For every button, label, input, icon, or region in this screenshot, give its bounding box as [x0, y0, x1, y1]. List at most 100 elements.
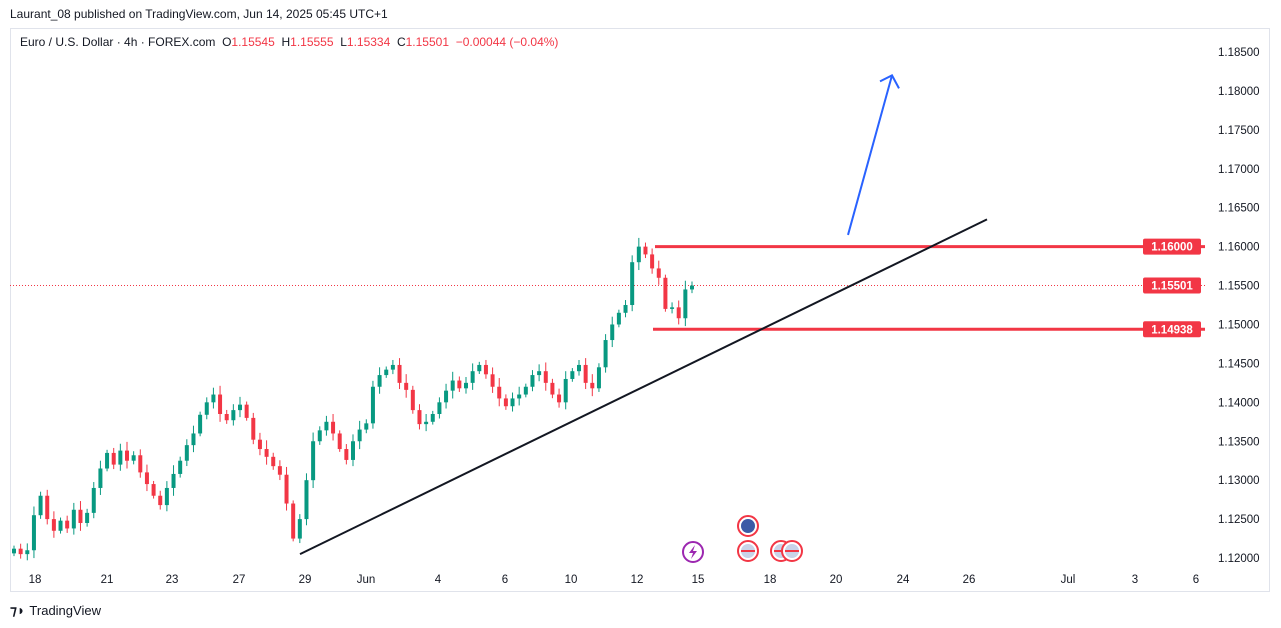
tradingview-logo[interactable]: ⁊◗ TradingView: [10, 602, 101, 619]
candle-body: [570, 371, 575, 379]
candle: [616, 309, 621, 328]
eu-event-icon[interactable]: [737, 515, 759, 537]
y-tick-label: 1.13000: [1218, 475, 1260, 487]
candle-body: [78, 509, 83, 523]
candle-body: [284, 474, 289, 504]
candle: [257, 432, 262, 456]
candle: [125, 441, 129, 469]
x-tick-label: 20: [830, 574, 843, 586]
last-price-label-text: 1.15501: [1151, 280, 1193, 292]
low-value: 1.15334: [346, 35, 391, 49]
candle-body: [191, 433, 196, 446]
candle: [630, 255, 635, 312]
candle: [271, 452, 276, 470]
candle: [577, 359, 581, 376]
candle: [331, 414, 336, 441]
y-tick-label: 1.15000: [1218, 319, 1260, 331]
candle: [344, 444, 349, 465]
candle-body: [490, 374, 495, 387]
candle-body: [450, 380, 455, 391]
candle-body: [643, 246, 648, 255]
candle: [251, 412, 256, 445]
candle: [603, 334, 608, 373]
candle-body: [550, 382, 555, 395]
candle-body: [271, 456, 276, 467]
x-tick-label: 15: [692, 574, 705, 586]
candle: [483, 359, 488, 379]
candle: [364, 419, 369, 434]
dividend-event-icon[interactable]: [682, 541, 704, 563]
close-value: 1.15501: [405, 35, 450, 49]
candle: [670, 302, 675, 314]
candle-body: [603, 340, 608, 368]
close-label: C: [396, 35, 406, 49]
candle: [404, 374, 409, 398]
candle-body: [45, 495, 50, 520]
us-event-icon[interactable]: [737, 540, 759, 562]
candle-body: [497, 386, 502, 399]
level-price-label: 1.16000: [1143, 238, 1201, 255]
eu-event-icon-fill: [741, 519, 755, 533]
candle: [171, 465, 176, 496]
x-tick-label: 18: [29, 574, 42, 586]
candle: [444, 383, 449, 409]
candle-body: [596, 367, 601, 389]
candle: [357, 420, 362, 450]
candle: [683, 280, 688, 327]
candle-body: [656, 268, 661, 278]
candle-body: [244, 404, 249, 418]
candle: [291, 500, 296, 542]
candle-body: [264, 449, 269, 457]
candle-body: [58, 520, 63, 531]
candle: [550, 378, 555, 399]
level-price-label-bg: [1143, 321, 1201, 338]
candle-body: [517, 394, 522, 399]
candle-body: [417, 410, 422, 425]
x-tick-label: 29: [299, 574, 312, 586]
us-event-icon[interactable]: [781, 540, 803, 562]
candle: [370, 380, 375, 429]
y-tick-label: 1.15500: [1218, 281, 1260, 293]
candle: [377, 367, 382, 394]
candle-body: [198, 414, 203, 434]
candle-body: [304, 480, 309, 520]
candle: [158, 490, 163, 510]
candle: [497, 378, 502, 407]
y-tick-label: 1.13500: [1218, 436, 1260, 448]
candle-body: [277, 466, 282, 475]
x-tick-label: 21: [101, 574, 114, 586]
brand-text: TradingView: [29, 603, 101, 618]
candle-body: [663, 277, 668, 309]
candle: [98, 460, 103, 495]
candle-body: [65, 520, 70, 529]
x-tick-label: 6: [1193, 574, 1199, 586]
candle: [264, 440, 269, 465]
candle: [144, 464, 149, 492]
candle-body: [404, 382, 409, 390]
candle-body: [437, 402, 442, 415]
high-value: 1.15555: [290, 35, 334, 49]
y-tick-label: 1.17500: [1218, 125, 1260, 137]
candle-body: [364, 423, 369, 430]
candle-body: [178, 460, 183, 474]
candle-body: [351, 441, 355, 460]
candle-body: [610, 324, 615, 341]
candle-body: [503, 398, 508, 407]
x-tick-label: 12: [631, 574, 644, 586]
symbol-title[interactable]: Euro / U.S. Dollar · 4h · FOREX.com: [20, 35, 216, 49]
arrow-head-icon: [879, 74, 900, 89]
chart-frame[interactable]: [10, 28, 1270, 592]
candle-body: [636, 246, 641, 263]
candle: [490, 367, 495, 393]
candle-body: [430, 414, 435, 422]
candle: [224, 409, 229, 424]
level-price-label-bg: [1143, 238, 1201, 255]
change-value: −0.00044 (−0.04%): [455, 35, 559, 49]
candle-body: [211, 394, 216, 403]
candle: [78, 501, 83, 531]
candle: [563, 371, 568, 410]
candle: [151, 480, 156, 499]
publisher-line: Laurant_08 published on TradingView.com,…: [10, 7, 388, 21]
level-price-label-text: 1.14938: [1151, 324, 1193, 336]
